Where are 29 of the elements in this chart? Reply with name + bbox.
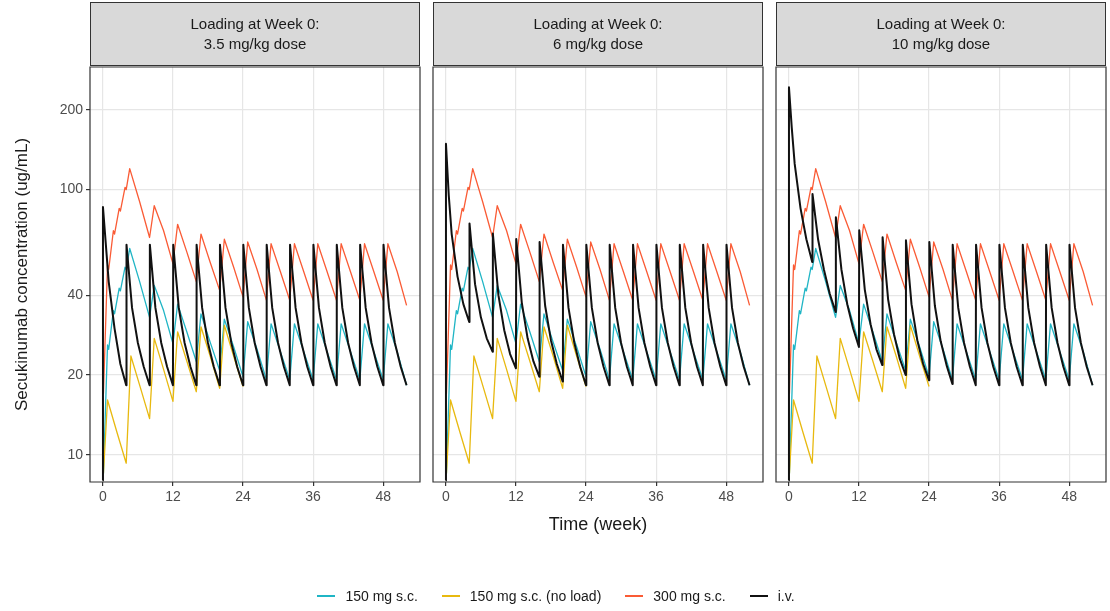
x-tick-label: 24 bbox=[235, 488, 252, 505]
y-axis-title: Secukinumab concentration (ug/mL) bbox=[11, 137, 31, 412]
x-tick-label: 48 bbox=[375, 488, 392, 505]
legend-label: 150 mg s.c. bbox=[345, 588, 418, 604]
chart-title: Loading at Week 0: 10 mg/kg dose bbox=[776, 2, 1106, 66]
x-tick-label: 36 bbox=[648, 488, 665, 505]
y-tick-label: 40 bbox=[67, 286, 84, 303]
x-tick-label: 0 bbox=[98, 488, 107, 505]
x-tick-label: 0 bbox=[784, 488, 793, 505]
x-tick-label: 12 bbox=[508, 488, 524, 505]
chart-title: Loading at Week 0: 3.5 mg/kg dose bbox=[90, 2, 420, 66]
x-tick-label: 24 bbox=[921, 488, 938, 505]
chart-title: Loading at Week 0: 6 mg/kg dose bbox=[433, 2, 763, 66]
x-tick-label: 48 bbox=[718, 488, 735, 505]
x-tick-label: 12 bbox=[851, 488, 867, 505]
x-tick-label: 0 bbox=[441, 488, 450, 505]
x-tick-label: 36 bbox=[991, 488, 1008, 505]
x-tick-label: 12 bbox=[165, 488, 181, 505]
x-tick-label: 24 bbox=[578, 488, 595, 505]
x-tick-label: 48 bbox=[1061, 488, 1078, 505]
y-tick-label: 200 bbox=[59, 100, 84, 117]
x-tick-label: 36 bbox=[305, 488, 322, 505]
y-tick-label: 20 bbox=[67, 365, 84, 382]
y-tick-label: 100 bbox=[59, 180, 84, 197]
legend-label: 150 mg s.c. (no load) bbox=[469, 588, 602, 604]
legend-label: i.v. bbox=[777, 588, 795, 604]
legend-label: 300 mg s.c. bbox=[653, 588, 726, 604]
x-axis-title: Time (week) bbox=[547, 514, 649, 535]
y-tick-label: 10 bbox=[67, 445, 84, 462]
